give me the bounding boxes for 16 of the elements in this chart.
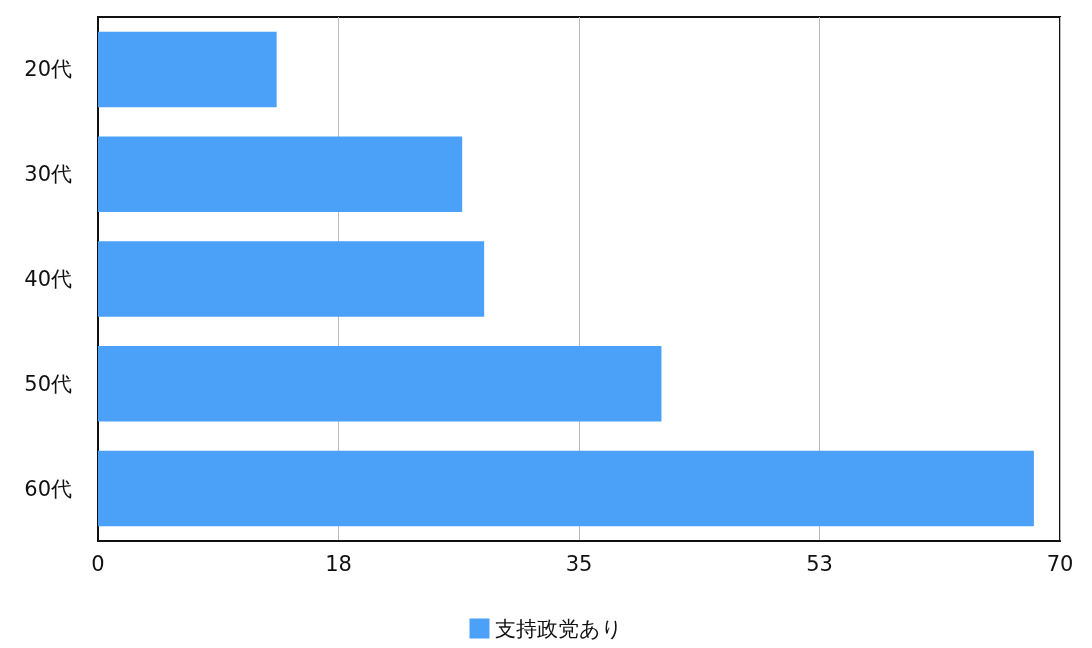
x-tick-label: 18 [325,551,352,576]
x-tick-label: 35 [565,551,593,576]
x-tick-label: 53 [806,551,833,576]
bar [98,241,485,317]
y-tick-label: 60代 [24,476,72,501]
y-tick-label: 20代 [24,57,72,82]
bar [98,450,1034,527]
y-tick-label: 40代 [24,267,72,291]
y-tick-label: 30代 [24,162,72,187]
x-tick-label: 0 [91,551,105,576]
x-tick-label: 70 [1046,551,1074,576]
legend-label: 支持政党あり [494,616,623,641]
bar [98,31,277,108]
bar [98,346,662,422]
y-tick-label: 50代 [24,371,72,396]
bar [98,136,463,212]
